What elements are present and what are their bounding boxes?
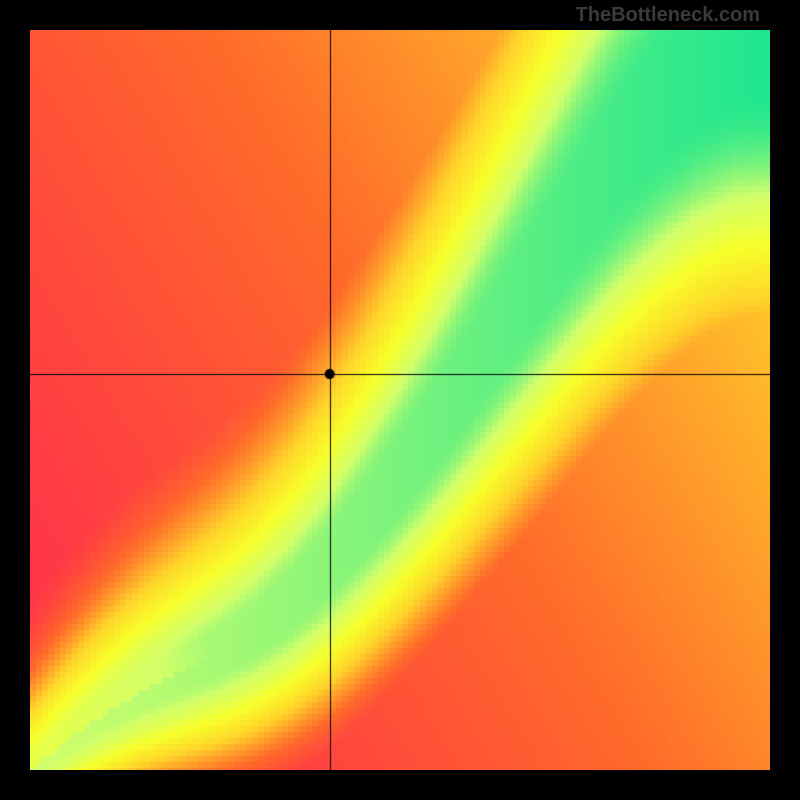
heatmap-canvas: [30, 30, 770, 770]
heatmap-chart: [30, 30, 770, 770]
attribution-text: TheBottleneck.com: [576, 4, 760, 27]
